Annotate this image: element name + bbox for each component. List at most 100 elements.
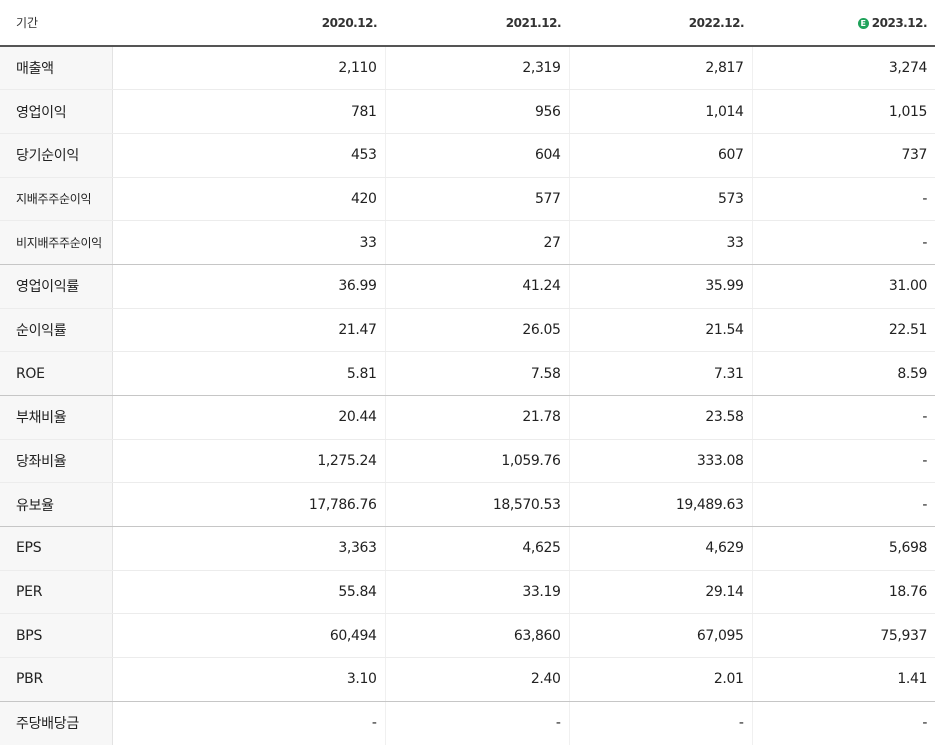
cell-value: - — [752, 439, 935, 484]
cell-value: 18,570.53 — [385, 482, 570, 528]
cell-value: - — [752, 482, 935, 528]
cell-value: 7.31 — [569, 351, 753, 396]
cell-value: 2.40 — [385, 657, 570, 702]
cell-value: 35.99 — [569, 264, 753, 309]
cell-value: 604 — [385, 133, 570, 178]
cell-value: 573 — [569, 177, 753, 222]
row-label: PER — [0, 570, 113, 615]
cell-value: 33 — [569, 220, 753, 265]
cell-value: 956 — [385, 89, 570, 134]
row-label: 지배주주순이익 — [0, 177, 113, 222]
table-row-reserve-ratio: 유보율 17,786.76 18,570.53 19,489.63 - — [0, 482, 935, 528]
cell-value: 577 — [385, 177, 570, 222]
cell-value: 22.51 — [752, 308, 935, 353]
estimate-badge-icon: E — [857, 17, 869, 29]
table-row-operating-margin: 영업이익률 36.99 41.24 35.99 31.00 — [0, 264, 935, 309]
table-row-operating-profit: 영업이익 781 956 1,014 1,015 — [0, 89, 935, 134]
cell-value: 20.44 — [112, 395, 386, 440]
cell-value: 1,015 — [752, 89, 935, 134]
cell-value: 21.54 — [569, 308, 753, 353]
table-row-controlling-net-income: 지배주주순이익 420 577 573 - — [0, 177, 935, 222]
row-label: 비지배주주순이익 — [0, 220, 113, 265]
cell-value: 4,625 — [385, 526, 570, 571]
cell-value: 63,860 — [385, 613, 570, 659]
cell-value: 7.58 — [385, 351, 570, 396]
cell-value: 18.76 — [752, 570, 935, 615]
cell-value: 60,494 — [112, 613, 386, 659]
period-header-2022: 2022.12. — [569, 0, 752, 47]
table-row-revenue: 매출액 2,110 2,319 2,817 3,274 — [0, 46, 935, 91]
cell-value: 2,319 — [385, 46, 570, 91]
cell-value: 2,110 — [112, 46, 386, 91]
period-header-2021: 2021.12. — [385, 0, 569, 47]
cell-value: 29.14 — [569, 570, 753, 615]
cell-value: 67,095 — [569, 613, 753, 659]
cell-value: 3.10 — [112, 657, 386, 702]
table-row-roe: ROE 5.81 7.58 7.31 8.59 — [0, 351, 935, 396]
table-row-net-margin: 순이익률 21.47 26.05 21.54 22.51 — [0, 308, 935, 353]
row-label: BPS — [0, 613, 113, 659]
table-row-quick-ratio: 당좌비율 1,275.24 1,059.76 333.08 - — [0, 439, 935, 484]
cell-value: 21.78 — [385, 395, 570, 440]
row-label: 부채비율 — [0, 395, 113, 440]
cell-value: 27 — [385, 220, 570, 265]
cell-value: 420 — [112, 177, 386, 222]
period-header-2023-label: 2023.12. — [871, 15, 928, 30]
row-label: 당좌비율 — [0, 439, 113, 484]
cell-value: 4,629 — [569, 526, 753, 571]
cell-value: 19,489.63 — [569, 482, 753, 528]
cell-value: 75,937 — [752, 613, 935, 659]
cell-value: 1,275.24 — [112, 439, 386, 484]
cell-value: 607 — [569, 133, 753, 178]
cell-value: 31.00 — [752, 264, 935, 309]
cell-value: 2,817 — [569, 46, 753, 91]
row-label: 순이익률 — [0, 308, 113, 353]
cell-value: 21.47 — [112, 308, 386, 353]
row-label: 주당배당금 — [0, 701, 113, 745]
cell-value: 36.99 — [112, 264, 386, 309]
cell-value: - — [752, 177, 935, 222]
row-label: 유보율 — [0, 482, 113, 528]
cell-value: 3,363 — [112, 526, 386, 571]
row-label: 매출액 — [0, 46, 113, 91]
table-row-eps: EPS 3,363 4,625 4,629 5,698 — [0, 526, 935, 571]
cell-value: - — [112, 701, 386, 745]
cell-value: - — [752, 395, 935, 440]
table-row-bps: BPS 60,494 63,860 67,095 75,937 — [0, 613, 935, 659]
cell-value: 17,786.76 — [112, 482, 386, 528]
cell-value: 1.41 — [752, 657, 935, 702]
cell-value: 33.19 — [385, 570, 570, 615]
cell-value: 781 — [112, 89, 386, 134]
row-label: ROE — [0, 351, 113, 396]
row-label: 영업이익 — [0, 89, 113, 134]
cell-value: 453 — [112, 133, 386, 178]
cell-value: 2.01 — [569, 657, 753, 702]
table-row-debt-ratio: 부채비율 20.44 21.78 23.58 - — [0, 395, 935, 440]
table-row-net-income: 당기순이익 453 604 607 737 — [0, 133, 935, 178]
period-header-label: 기간 — [0, 0, 112, 47]
cell-value: 41.24 — [385, 264, 570, 309]
cell-value: 3,274 — [752, 46, 935, 91]
cell-value: - — [385, 701, 570, 745]
cell-value: 26.05 — [385, 308, 570, 353]
cell-value: - — [922, 715, 927, 732]
cell-value: 55.84 — [112, 570, 386, 615]
cell-value: - — [569, 701, 753, 745]
table-row-per: PER 55.84 33.19 29.14 18.76 — [0, 570, 935, 615]
row-label: 당기순이익 — [0, 133, 113, 178]
cell-value: 333.08 — [569, 439, 753, 484]
row-label: PBR — [0, 657, 113, 702]
cell-value: 5,698 — [752, 526, 935, 571]
period-header-2023-estimate: E 2023.12. — [752, 0, 935, 47]
cell-value: 737 — [752, 133, 935, 178]
cell-value: - — [752, 220, 935, 265]
cell-value: 5.81 — [112, 351, 386, 396]
cell-value: 1,014 — [569, 89, 753, 134]
cell-value: 1,059.76 — [385, 439, 570, 484]
table-header-row: 기간 2020.12. 2021.12. 2022.12. E 2023.12. — [0, 0, 935, 47]
row-label: 영업이익률 — [0, 264, 113, 309]
table-row-pbr: PBR 3.10 2.40 2.01 1.41 — [0, 657, 935, 702]
table-row-dividend-per-share: 주당배당금 - - - - — [0, 701, 935, 745]
cell-value: 8.59 — [752, 351, 935, 396]
